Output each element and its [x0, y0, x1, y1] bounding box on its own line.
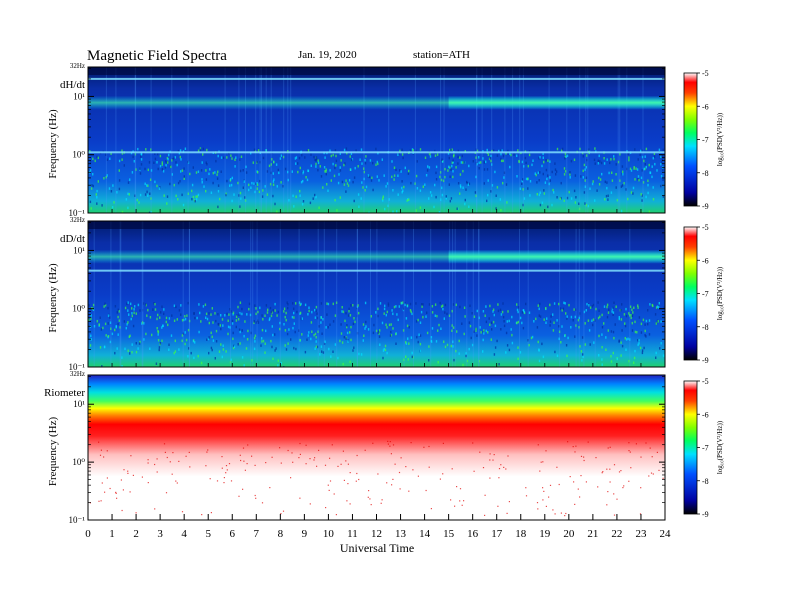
x-tick-label: 23 [635, 528, 647, 540]
colorbar-label: log₁₀(PSD(V²/Hz)) [716, 266, 724, 320]
x-tick-label: 4 [181, 528, 187, 540]
vertical-streaks [93, 221, 631, 367]
x-tick-label: 16 [467, 528, 479, 540]
spectrogram-background [88, 221, 665, 367]
spectrogram-background [88, 67, 665, 213]
y-tick-label: 10⁰ [72, 304, 85, 314]
y-axis-label: Frequency (Hz) [47, 417, 59, 487]
x-axis-label: Universal Time [340, 541, 414, 555]
colorbar-tick-label: -6 [702, 410, 709, 419]
x-tick-label: 0 [85, 528, 91, 540]
y-tick-label: 10⁰ [72, 457, 85, 467]
x-tick-label: 21 [587, 528, 598, 540]
colorbar-label: log₁₀(PSD(V²/Hz)) [716, 112, 724, 166]
x-tick-label: 18 [515, 528, 527, 540]
spectral-line [88, 151, 665, 154]
x-tick-label: 22 [611, 528, 622, 540]
y-tick-label: 10¹ [73, 399, 85, 409]
spectrogram-image [88, 67, 665, 213]
x-tick-label: 10 [323, 528, 335, 540]
panel-label: Riometer [44, 387, 85, 399]
y-tick-label: 32Hz [70, 62, 85, 70]
colorbar-tick-label: -5 [702, 223, 709, 232]
panel-3: 10⁻¹ 10⁰ 10¹ 32Hz Riometer Frequency (Hz) -5 -6… [44, 370, 724, 525]
colorbar-tick-label: -6 [702, 102, 709, 111]
colorbar-tick-label: -9 [702, 356, 709, 365]
y-tick-label: 32Hz [70, 216, 85, 224]
y-axis-label: Frequency (Hz) [47, 109, 59, 179]
colorbar-gradient [683, 72, 698, 207]
x-tick-label: 2 [133, 528, 139, 540]
spectrogram-image [88, 221, 665, 367]
x-tick-label: 24 [660, 528, 672, 540]
colorbar: -5 -6 -7 -8 -9 log₁₀(PSD(V²/Hz)) [683, 223, 724, 365]
figure-title: Magnetic Field Spectra [87, 48, 227, 64]
x-tick-label: 5 [205, 528, 211, 540]
colorbar-tick-label: -5 [702, 69, 709, 78]
panel-label: dH/dt [60, 79, 85, 91]
schumann-band-strong [448, 95, 665, 110]
noise-speckles [89, 440, 664, 517]
colorbar: -5 -6 -7 -8 -9 log₁₀(PSD(V²/Hz)) [683, 69, 724, 211]
top-strip [88, 67, 665, 75]
y-tick-label: 10¹ [73, 245, 85, 255]
top-strip [88, 221, 665, 229]
x-tick-label: 15 [443, 528, 455, 540]
colorbar-tick-label: -9 [702, 510, 709, 519]
schumann-band-strong [448, 249, 665, 264]
x-tick-label: 9 [302, 528, 308, 540]
colorbar: -5 -6 -7 -8 -9 log₁₀(PSD(V²/Hz)) [683, 377, 724, 519]
y-tick-label: 32Hz [70, 370, 85, 378]
x-tick-label: 20 [563, 528, 575, 540]
panel-label: dD/dt [60, 233, 85, 245]
x-axis: 0 1 2 3 4 5 6 7 8 9 10 11 12 13 14 15 16 17 18 19 20 21 22 23 24 [85, 209, 671, 540]
x-tick-label: 13 [395, 528, 407, 540]
vertical-streaks [105, 67, 644, 213]
x-tick-label: 7 [254, 528, 260, 540]
spectrogram-image [88, 375, 665, 520]
y-axis-label: Frequency (Hz) [47, 263, 59, 333]
spectral-line [88, 77, 665, 80]
colorbar-tick-label: -6 [702, 256, 709, 265]
y-tick-label: 10¹ [73, 91, 85, 101]
noise-speckles [89, 147, 665, 213]
colorbar-tick-label: -9 [702, 202, 709, 211]
x-tick-label: 17 [491, 528, 503, 540]
colorbar-gradient [683, 380, 698, 515]
spectral-line [88, 269, 665, 272]
colorbar-tick-label: -8 [702, 323, 709, 332]
station-label: station=ATH [413, 49, 470, 61]
colorbar-tick-label: -7 [702, 136, 709, 145]
colorbar-gradient [683, 226, 698, 361]
y-tick-label: 10⁻¹ [69, 362, 86, 372]
y-tick-label: 10⁰ [72, 150, 85, 160]
colorbar-tick-label: -8 [702, 169, 709, 178]
x-tick-label: 3 [157, 528, 163, 540]
x-tick-label: 8 [278, 528, 284, 540]
colorbar-tick-label: -7 [702, 290, 709, 299]
colorbar-tick-label: -7 [702, 444, 709, 453]
colorbar-label: log₁₀(PSD(V²/Hz)) [716, 420, 724, 474]
y-tick-label: 10⁻¹ [69, 515, 86, 525]
x-tick-label: 11 [347, 528, 358, 540]
noise-speckles [88, 301, 665, 367]
x-tick-label: 19 [539, 528, 551, 540]
colorbar-tick-label: -5 [702, 377, 709, 386]
y-tick-label: 10⁻¹ [69, 208, 86, 218]
spectrogram-background [88, 375, 665, 520]
date-label: Jan. 19, 2020 [298, 49, 357, 61]
colorbar-tick-label: -8 [702, 477, 709, 486]
x-tick-label: 14 [419, 528, 431, 540]
x-tick-label: 6 [230, 528, 236, 540]
x-tick-label: 1 [109, 528, 115, 540]
x-tick-label: 12 [371, 528, 382, 540]
